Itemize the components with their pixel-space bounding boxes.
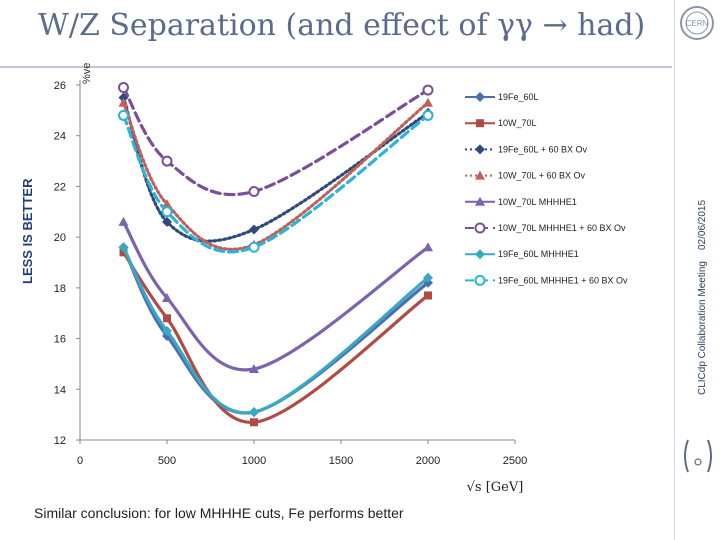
y-axis-label: LESS IS BETTER bbox=[20, 178, 35, 284]
series-line-6 bbox=[121, 85, 430, 197]
legend-marker-5 bbox=[475, 196, 485, 206]
y-tick-label: 16 bbox=[54, 334, 66, 346]
data-point-series-7 bbox=[423, 272, 433, 283]
sidebar-date: 02/06/2015 bbox=[697, 199, 708, 250]
series-line-5 bbox=[121, 220, 430, 372]
slide-title: W/Z Separation (and effect of γγ → had) bbox=[38, 8, 646, 43]
x-tick-label: 500 bbox=[158, 455, 176, 467]
data-point-series-6 bbox=[422, 84, 434, 96]
cern-logo-icon: CERN bbox=[680, 6, 714, 40]
data-point-series-7 bbox=[249, 407, 259, 418]
data-point-series-5 bbox=[162, 293, 172, 302]
legend-label-1: 19Fe_60L bbox=[498, 92, 539, 102]
x-tick-label: 1500 bbox=[329, 455, 353, 467]
x-axis-label: √s [GeV] bbox=[467, 480, 524, 495]
y-tick-label: 24 bbox=[54, 131, 66, 143]
data-point-series-2 bbox=[119, 248, 128, 257]
data-point-series-4 bbox=[162, 199, 172, 209]
legend-marker-3 bbox=[475, 144, 485, 155]
svg-text:CERN: CERN bbox=[686, 19, 709, 28]
data-point-series-4 bbox=[118, 97, 129, 107]
conclusion-text: Similar conclusion: for low MHHHE cuts, … bbox=[34, 505, 404, 521]
data-point-series-7 bbox=[118, 242, 129, 253]
data-point-series-6 bbox=[248, 186, 260, 197]
sidebar bbox=[674, 0, 720, 540]
data-point-series-5 bbox=[423, 242, 433, 252]
data-point-series-7 bbox=[162, 325, 172, 336]
y-tick-label: 22 bbox=[54, 181, 66, 193]
data-point-series-5 bbox=[249, 364, 259, 373]
y-tick-label: 14 bbox=[54, 384, 66, 396]
y-tick-label: 20 bbox=[54, 232, 66, 244]
x-tick-label: 0 bbox=[77, 455, 83, 467]
title-divider bbox=[0, 66, 672, 68]
data-point-series-4 bbox=[423, 97, 433, 107]
legend-marker-6 bbox=[474, 222, 486, 234]
data-point-series-3 bbox=[249, 224, 259, 235]
data-point-series-8 bbox=[248, 241, 260, 253]
data-point-series-2 bbox=[250, 418, 258, 427]
data-point-series-5 bbox=[118, 216, 129, 226]
legend-label-8: 19Fe_60L MHHHE1 + 60 BX Ov bbox=[498, 275, 628, 285]
legend-marker-4 bbox=[475, 170, 485, 180]
y-tick-label: 12 bbox=[54, 435, 66, 447]
series-line-7 bbox=[121, 245, 430, 415]
series-line-8 bbox=[121, 113, 430, 254]
data-point-series-6 bbox=[161, 155, 173, 167]
legend-label-6: 10W_70L MHHHE1 + 60 BX Ov bbox=[498, 223, 626, 233]
y-axis-unit: %ve bbox=[81, 62, 93, 84]
data-point-series-8 bbox=[118, 109, 129, 121]
legend-marker-1 bbox=[475, 92, 485, 102]
clic-logo-icon bbox=[684, 439, 712, 473]
legend-label-2: 10W_70L bbox=[498, 118, 537, 128]
legend-marker-2 bbox=[476, 119, 484, 128]
y-tick-label: 26 bbox=[54, 80, 66, 92]
legend-marker-7 bbox=[475, 249, 485, 260]
data-point-series-6 bbox=[118, 82, 129, 94]
legend-label-5: 10W_70L MHHHE1 bbox=[498, 197, 577, 207]
data-point-series-2 bbox=[163, 314, 171, 323]
x-tick-label: 2500 bbox=[503, 455, 527, 467]
y-tick-label: 18 bbox=[54, 283, 66, 295]
sidebar-meeting-name: CLICdp Collaboration Meeting bbox=[697, 261, 708, 395]
data-point-series-2 bbox=[424, 291, 432, 300]
legend-label-7: 19Fe_60L MHHHE1 bbox=[498, 249, 579, 259]
legend-label-3: 19Fe_60L + 60 BX Ov bbox=[498, 144, 587, 154]
data-point-series-3 bbox=[162, 216, 172, 227]
data-point-series-8 bbox=[161, 206, 173, 218]
legend-label-4: 10W_70L + 60 BX Ov bbox=[498, 171, 585, 181]
legend-marker-8 bbox=[474, 274, 486, 286]
x-tick-label: 2000 bbox=[416, 455, 440, 467]
series-line-2 bbox=[121, 250, 430, 424]
x-tick-label: 1000 bbox=[242, 455, 266, 467]
series-line-4 bbox=[121, 101, 430, 251]
data-point-series-8 bbox=[422, 109, 434, 121]
